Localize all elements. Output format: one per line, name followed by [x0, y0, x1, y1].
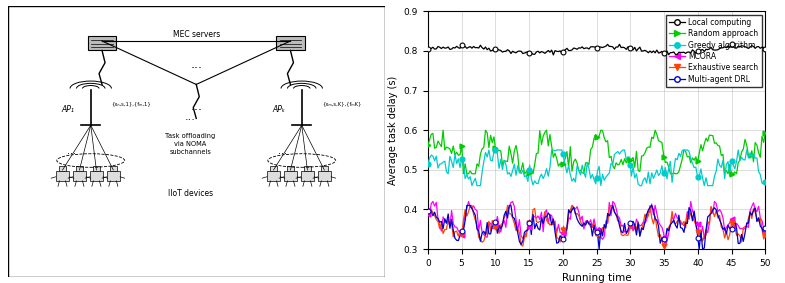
Bar [304, 166, 311, 171]
Bar [301, 171, 314, 181]
Text: ...: ... [279, 146, 287, 156]
Text: {xₘ,s,K},{fₘK}: {xₘ,s,K},{fₘK} [323, 101, 362, 106]
Bar [270, 166, 277, 171]
Y-axis label: Average task delay (s): Average task delay (s) [388, 76, 398, 185]
Text: IIoT devices: IIoT devices [168, 188, 214, 198]
Bar [75, 166, 83, 171]
Text: AP₁: AP₁ [62, 105, 75, 113]
Bar [110, 166, 117, 171]
Bar [276, 36, 305, 50]
Bar [318, 171, 331, 181]
X-axis label: Running time: Running time [562, 273, 631, 283]
Bar [93, 166, 100, 171]
Bar [107, 171, 120, 181]
Text: {xₙ,s,1},{fₘ,1}: {xₙ,s,1},{fₘ,1} [111, 101, 152, 106]
Text: ...: ... [190, 100, 203, 113]
Bar [59, 166, 66, 171]
Bar [320, 166, 328, 171]
Text: Task offloading
via NOMA
subchannels: Task offloading via NOMA subchannels [166, 133, 216, 155]
Text: ...: ... [190, 57, 203, 70]
Text: ...: ... [185, 112, 196, 122]
Bar [287, 166, 294, 171]
Text: APₖ: APₖ [272, 105, 286, 113]
Bar [283, 171, 298, 181]
Bar [73, 171, 86, 181]
Text: MEC servers: MEC servers [173, 30, 220, 39]
Bar [267, 171, 280, 181]
Text: ...: ... [68, 146, 76, 156]
Bar [88, 36, 116, 50]
Bar [56, 171, 69, 181]
Legend: Local computing, Random approach, Greedy algorithm, MCORA, Exhaustive search, Mu: Local computing, Random approach, Greedy… [666, 15, 761, 87]
Bar [89, 171, 103, 181]
